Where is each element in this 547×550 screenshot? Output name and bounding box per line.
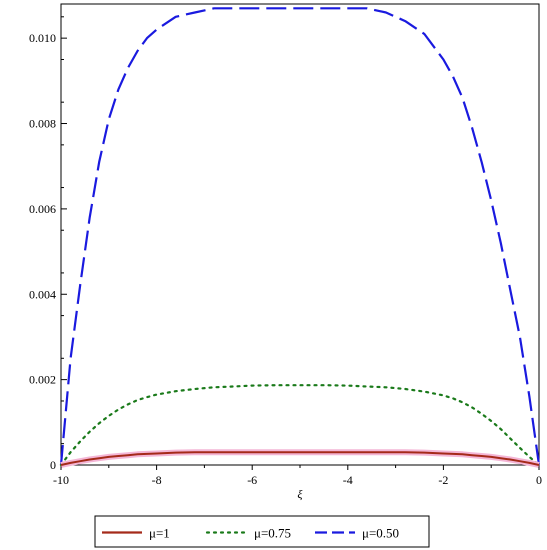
x-tick-label: -8	[152, 473, 162, 487]
series-line-2	[59, 7, 541, 466]
series-line-1	[59, 384, 541, 467]
series-line-0	[60, 451, 540, 466]
legend-label-2: μ=0.50	[362, 526, 399, 541]
y-tick-label: 0.006	[29, 202, 56, 216]
x-tick-label: -2	[438, 473, 448, 487]
legend-label-0: μ=1	[149, 526, 170, 541]
y-tick-label: 0.008	[29, 117, 56, 131]
x-tick-label: 0	[536, 473, 542, 487]
x-tick-label: -6	[247, 473, 257, 487]
x-axis-label: ξ	[297, 487, 303, 501]
plot-lines	[59, 7, 541, 468]
axes: 0 0.002 0.004 0.006 0.008 0.010 -10 -8 -6 -4 -2 0 ξ	[29, 3, 542, 501]
x-tick-label: -10	[53, 473, 69, 487]
legend-label-1: μ=0.75	[254, 526, 291, 541]
y-tick-label: 0	[50, 458, 56, 472]
y-tick-label: 0.002	[29, 373, 56, 387]
y-tick-label: 0.004	[29, 287, 56, 301]
legend-box	[94, 515, 430, 548]
y-tick-label: 0.010	[29, 31, 56, 45]
plot-frame	[60, 3, 540, 466]
x-tick-label: -4	[343, 473, 353, 487]
legend: μ=1 μ=0.75 μ=0.50	[94, 515, 430, 548]
